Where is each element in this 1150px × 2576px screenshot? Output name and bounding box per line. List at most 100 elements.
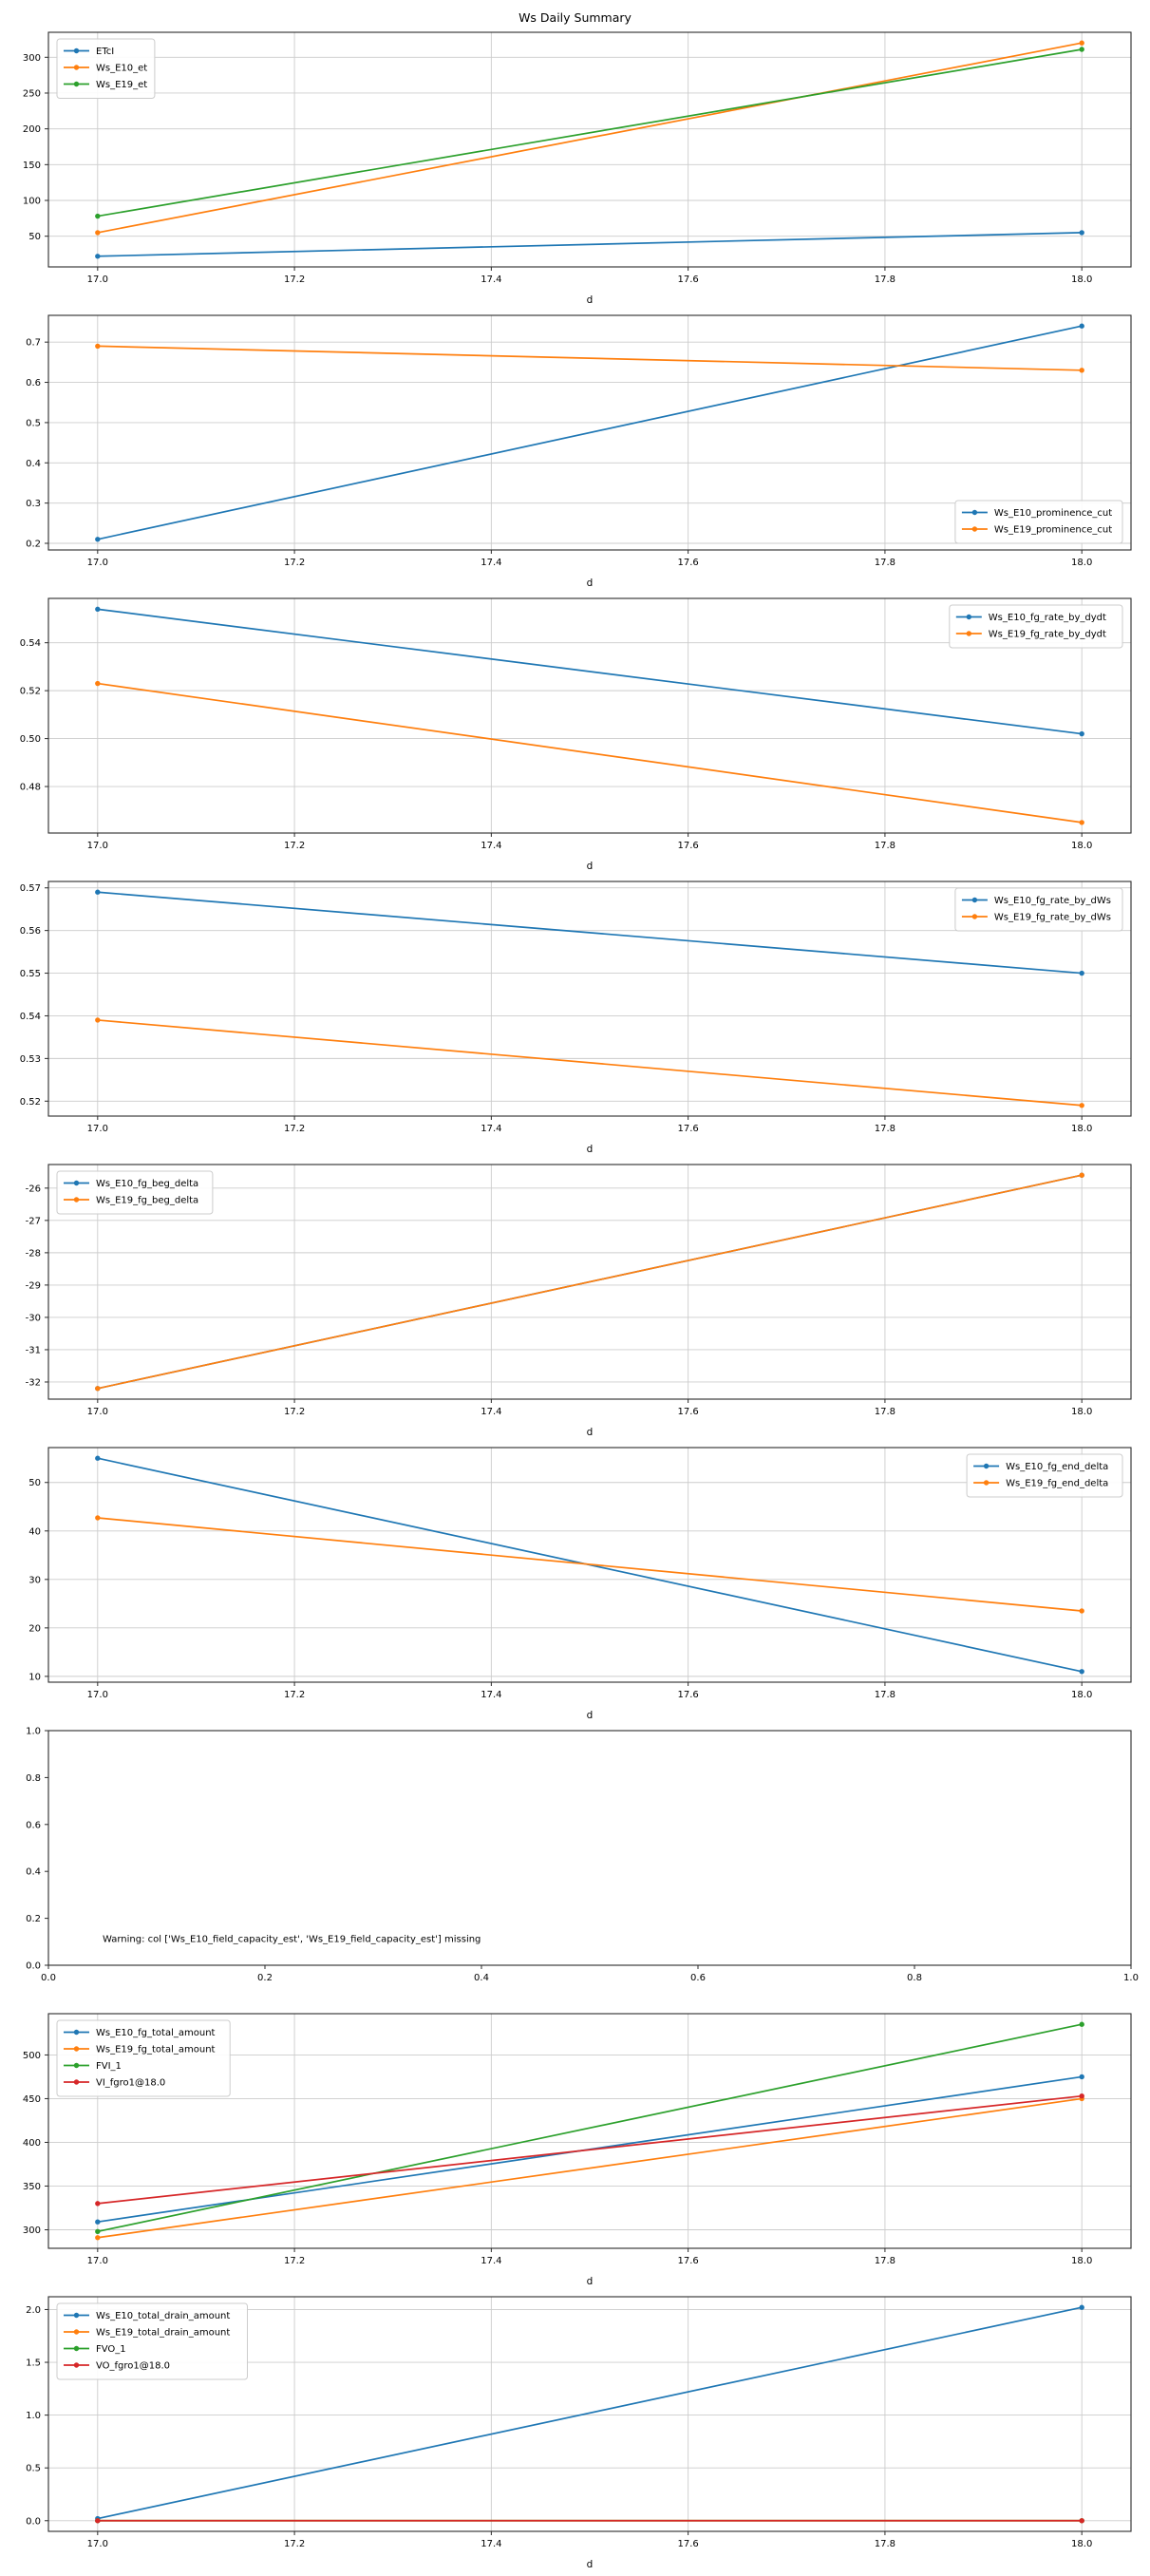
- series-marker: [1079, 970, 1084, 976]
- y-tick-label: 40: [28, 1526, 41, 1537]
- subplot-6-svg: 17.0 17.2 17.4 17.6 17.8 18.0 10 20 30 40 50 Ws_E10…: [28, 1447, 1132, 1721]
- series-marker: [95, 230, 101, 236]
- y-tick-label: 0.0: [26, 1961, 41, 1972]
- x-axis-label: d: [587, 1710, 594, 1721]
- subplot-2-svg: 17.0 17.2 17.4 17.6 17.8 18.0 0.2 0.3 0.4 0.5 0.6 0…: [26, 314, 1132, 589]
- y-tick-label: -32: [26, 1377, 41, 1388]
- y-tick-label: 10: [28, 1672, 41, 1682]
- legend: Ws_E10_fg_beg_delta Ws_E19_fg_beg_delta: [56, 1170, 214, 1215]
- y-tick-label: 0.52: [20, 687, 41, 697]
- series-line-Ws_E19_et: [97, 48, 1083, 218]
- y-tick-label: 300: [23, 2226, 41, 2236]
- series-line-Ws_E10_fg_rate_by_dydt: [97, 608, 1083, 735]
- series-marker: [95, 2235, 101, 2241]
- y-tick-label: 0.57: [20, 883, 41, 894]
- series-marker: [95, 680, 101, 687]
- legend-box: [954, 500, 1123, 544]
- subplot-1-svg: 17.0 17.2 17.4 17.6 17.8 18.0 50 100 150 200 250 30…: [23, 31, 1132, 306]
- y-tick-label: 0.4: [26, 459, 41, 469]
- x-axis-label: d: [587, 1144, 594, 1155]
- subplot-7-svg: 0.0 0.2 0.4 0.6 0.8 1.0 0.0 0.2 0.4 0.6 0.8 1.0 Warn…: [26, 1727, 1139, 1984]
- y-tick-label: 0.5: [26, 418, 41, 428]
- y-tick-label: 0.4: [26, 1867, 41, 1878]
- legend: ETcI Ws_E10_et Ws_E19_et: [56, 38, 156, 99]
- series-marker: [95, 1455, 101, 1461]
- x-tick-label: 17.6: [678, 1690, 699, 1700]
- y-tick-label: 0.6: [26, 378, 41, 388]
- legend-label: ETcI: [96, 47, 114, 57]
- legend-sample-marker: [73, 2362, 80, 2368]
- legend-sample-marker: [73, 2046, 80, 2052]
- series-marker: [95, 889, 101, 895]
- series-marker: [1079, 40, 1084, 46]
- x-tick-label: 17.8: [875, 1690, 895, 1700]
- series-line-Ws_E10_prominence_cut: [97, 325, 1083, 540]
- series-marker: [1079, 1172, 1084, 1178]
- series-marker: [95, 213, 101, 219]
- y-tick-label: 0.2: [26, 540, 41, 550]
- y-tick-label: 1.0: [26, 1727, 41, 1737]
- x-tick-label: 17.2: [284, 275, 305, 285]
- y-tick-label: 0.50: [20, 734, 41, 745]
- y-tick-label: 100: [23, 196, 41, 206]
- subplot-4: 17.0 17.2 17.4 17.6 17.8 18.0 0.52 0.53 0.54 0.55…: [0, 874, 1150, 1157]
- x-tick-label: 17.2: [284, 1124, 305, 1134]
- x-tick-label: 17.8: [875, 558, 895, 568]
- figure-title: Ws Daily Summary: [518, 10, 632, 25]
- x-tick-label: 18.0: [1071, 1407, 1092, 1417]
- x-tick-label: 18.0: [1071, 2539, 1092, 2549]
- axes-frame: [47, 2296, 1132, 2532]
- x-tick-label: 17.0: [87, 841, 108, 851]
- x-tick-label: 17.6: [678, 841, 699, 851]
- legend-label: VO_fgro1@18.0: [96, 2361, 170, 2372]
- legend-label: Ws_E10_et: [96, 64, 147, 74]
- legend-sample-marker: [971, 897, 978, 903]
- x-tick-label: 17.4: [481, 275, 501, 285]
- x-tick-label: 0.4: [474, 1973, 489, 1983]
- y-tick-label: 20: [28, 1623, 41, 1634]
- legend-sample-marker: [73, 47, 80, 54]
- subplot-9: 17.0 17.2 17.4 17.6 17.8 18.0 0.0 0.5 1.0 1.5 2.0 W…: [0, 2289, 1150, 2572]
- y-tick-label: 300: [23, 53, 41, 64]
- series-marker: [1079, 1608, 1084, 1614]
- legend: Ws_E10_fg_rate_by_dydt Ws_E19_fg_rate_by_…: [949, 604, 1123, 649]
- axes-frame: [47, 597, 1132, 834]
- x-tick-label: 17.4: [481, 2539, 501, 2549]
- axes-frame: [47, 1730, 1132, 1966]
- legend-sample-marker: [983, 1480, 990, 1486]
- legend-label: Ws_E10_fg_total_amount: [96, 2028, 216, 2038]
- legend-sample-marker: [73, 65, 80, 70]
- y-tick-label: -27: [26, 1216, 41, 1226]
- legend-label: FVO_1: [96, 2344, 126, 2355]
- series-line-Ws_E10_et: [97, 42, 1083, 234]
- charts-container: 17.0 17.2 17.4 17.6 17.8 18.0 50 100 150 200 250 30…: [0, 25, 1150, 2572]
- legend-sample-marker: [73, 2062, 80, 2069]
- series-marker: [1079, 47, 1084, 52]
- y-tick-label: 2.0: [26, 2305, 41, 2316]
- x-tick-label: 0.8: [907, 1973, 922, 1983]
- series-marker: [1079, 2518, 1084, 2524]
- x-tick-label: 17.8: [875, 1124, 895, 1134]
- series-line-Ws_E10_fg_rate_by_dWs: [97, 891, 1083, 975]
- series-marker: [1079, 2304, 1084, 2310]
- series-marker: [95, 537, 101, 542]
- x-tick-label: 17.0: [87, 2256, 108, 2266]
- series-marker: [95, 1017, 101, 1023]
- legend-sample-marker: [971, 526, 978, 532]
- y-tick-label: -31: [26, 1345, 41, 1355]
- x-tick-label: 1.0: [1123, 1973, 1139, 1983]
- x-tick-label: 17.4: [481, 1690, 501, 1700]
- series-line-ETcI: [97, 232, 1083, 257]
- subplot-2: 17.0 17.2 17.4 17.6 17.8 18.0 0.2 0.3 0.4 0.5 0.6 0…: [0, 308, 1150, 591]
- y-tick-label: 150: [23, 161, 41, 171]
- legend-label: Ws_E19_fg_end_delta: [1006, 1479, 1108, 1489]
- y-tick-label: -26: [26, 1184, 41, 1194]
- x-tick-label: 17.6: [678, 558, 699, 568]
- y-tick-label: 1.0: [26, 2411, 41, 2421]
- x-tick-label: 17.2: [284, 1690, 305, 1700]
- y-tick-label: 0.52: [20, 1097, 41, 1108]
- legend-sample-marker: [971, 914, 978, 919]
- series-line-Ws_E19_fg_beg_delta: [97, 1174, 1083, 1390]
- legend-sample-marker: [966, 631, 971, 636]
- y-tick-label: 200: [23, 124, 41, 135]
